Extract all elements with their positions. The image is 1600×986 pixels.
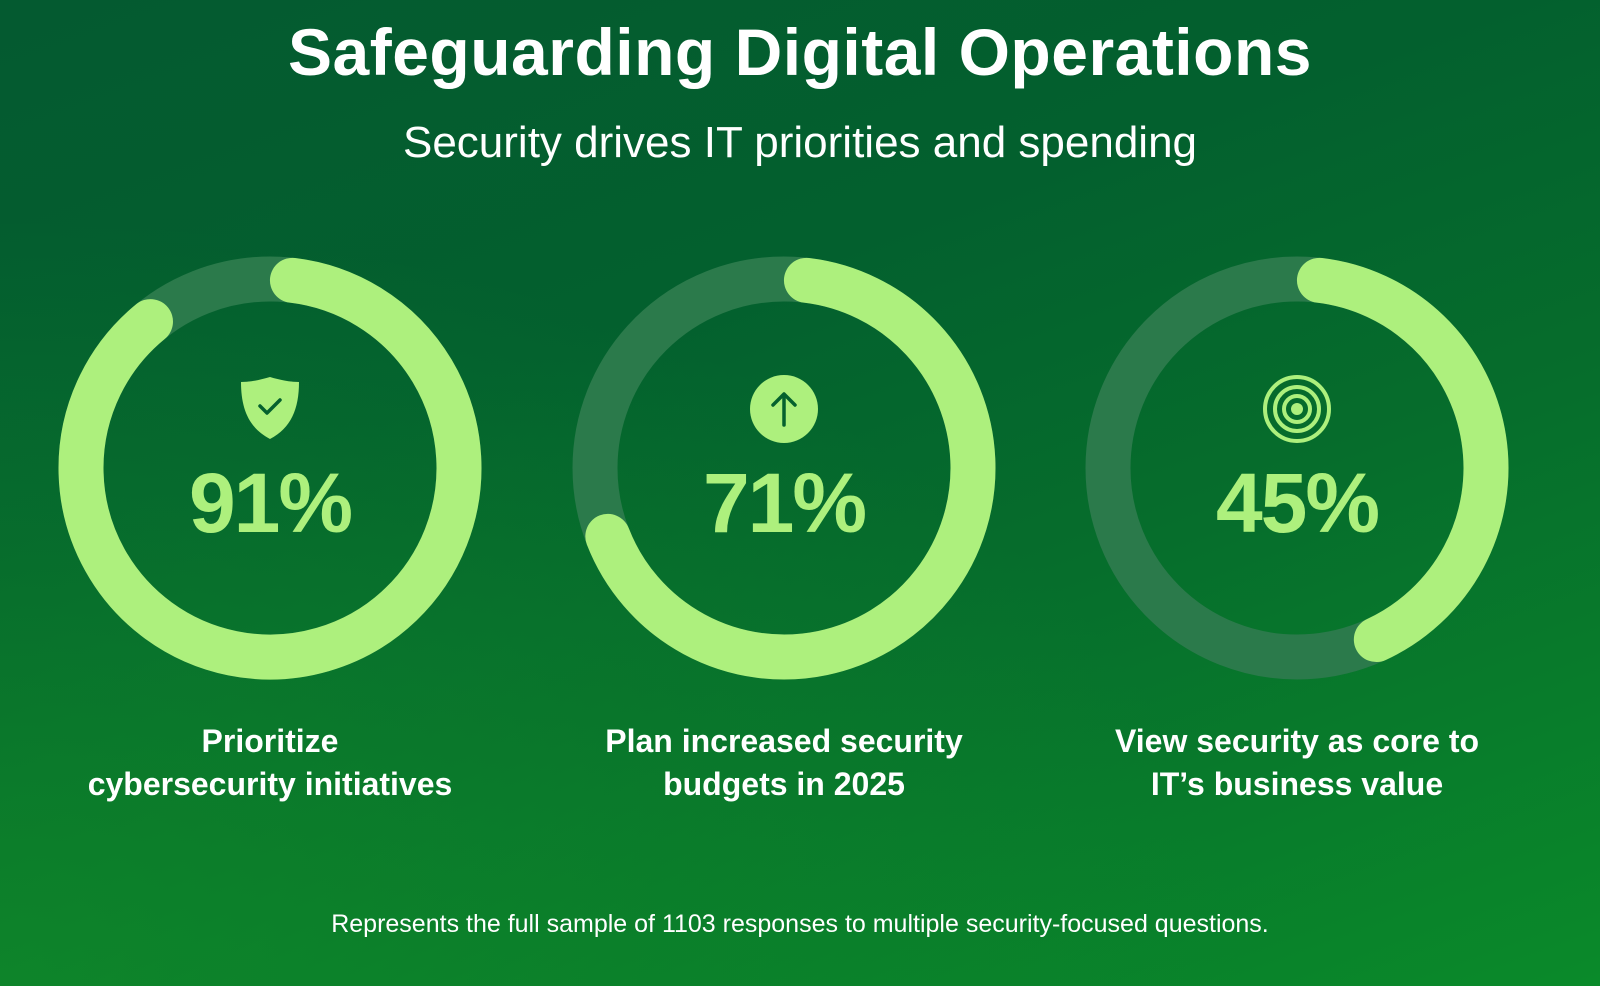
stat-value: 71% (702, 456, 867, 550)
arrow-up-circle-icon (749, 373, 819, 443)
stat-caption: Prioritize cybersecurity initiatives (20, 720, 520, 806)
donut-ring (58, 256, 482, 680)
stat-card: 71% Plan increased security budgets in 2… (564, 250, 1004, 810)
stat-card: 91% Prioritize cybersecurity initiatives (50, 250, 490, 810)
stat-caption: Plan increased security budgets in 2025 (534, 720, 1034, 806)
donut-ring (572, 256, 996, 680)
stat-value: 91% (188, 456, 353, 550)
stat-caption: View security as core to IT’s business v… (1047, 720, 1547, 806)
donut-ring (1085, 256, 1509, 680)
caption-line: Plan increased security (605, 723, 963, 759)
footnote: Represents the full sample of 1103 respo… (331, 910, 1269, 938)
caption-line: cybersecurity initiatives (87, 766, 453, 802)
ring-value-arc (1296, 257, 1509, 663)
caption-line: Prioritize (201, 723, 339, 759)
shield-check-icon (235, 373, 305, 443)
stat-card: 45% View security as core to IT’s busine… (1077, 250, 1517, 810)
caption-line: IT’s business value (1150, 766, 1444, 802)
page-subtitle: Security drives IT priorities and spendi… (402, 118, 1198, 167)
caption-line: View security as core to (1114, 723, 1480, 759)
page-title: Safeguarding Digital Operations (288, 15, 1312, 89)
stat-value: 45% (1215, 456, 1380, 550)
ring-value-arc (585, 257, 996, 680)
caption-line: budgets in 2025 (663, 766, 905, 802)
ring-value-arc (58, 257, 482, 680)
target-icon (1262, 373, 1332, 443)
